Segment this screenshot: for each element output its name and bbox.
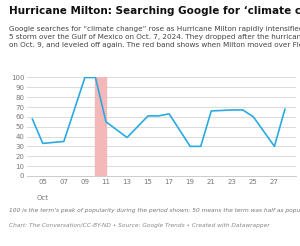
Text: Google searches for “climate change” rose as Hurricane Milton rapidly intensifie: Google searches for “climate change” ros… (9, 26, 300, 48)
Text: Hurricane Milton: Searching Google for ‘climate change’: Hurricane Milton: Searching Google for ‘… (9, 6, 300, 16)
Text: Oct: Oct (37, 195, 49, 201)
Text: 100 is the term’s peak of popularity during the period shown; 50 means the term : 100 is the term’s peak of popularity dur… (9, 208, 300, 213)
Text: Chart: The Conversation/CC-BY-ND • Source: Google Trends • Created with Datawrap: Chart: The Conversation/CC-BY-ND • Sourc… (9, 223, 270, 228)
Bar (95, 77, 106, 176)
